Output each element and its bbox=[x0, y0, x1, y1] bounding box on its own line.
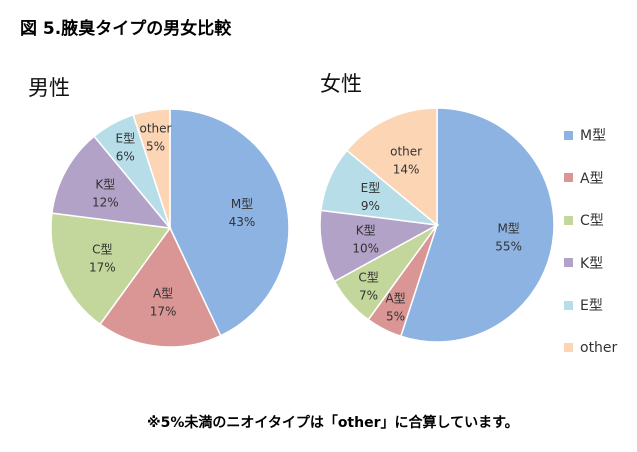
legend-swatch bbox=[564, 300, 573, 310]
data-label-value: 5% bbox=[146, 139, 165, 153]
pie-slice-male-2 bbox=[50, 212, 172, 326]
pie-slice-male-0 bbox=[169, 108, 290, 337]
data-label-category: C型 bbox=[92, 242, 112, 256]
legend-swatch bbox=[564, 343, 573, 353]
male-title: 男性 bbox=[28, 76, 70, 100]
data-label-value: 5% bbox=[386, 309, 405, 323]
legend-label: E型 bbox=[580, 298, 603, 315]
legend-item: M型 bbox=[564, 114, 617, 157]
footnote: ※5%未満のニオイタイプは「other」に合算しています。 bbox=[147, 415, 519, 431]
data-label-value: 17% bbox=[150, 304, 177, 318]
pie-slice-female-0 bbox=[399, 107, 555, 343]
pie-slice-female-3 bbox=[319, 209, 440, 283]
data-label-category: other bbox=[390, 144, 422, 158]
figure-title: 図 5.腋臭タイプの男女比較 bbox=[20, 19, 232, 39]
legend-label: M型 bbox=[580, 128, 607, 145]
legend-swatch bbox=[564, 215, 573, 225]
data-label-category: E型 bbox=[115, 132, 135, 146]
legend-swatch bbox=[564, 130, 573, 140]
legend-item: other bbox=[564, 327, 617, 370]
pie-slice-male-1 bbox=[99, 226, 222, 348]
legend-label: A型 bbox=[580, 170, 604, 187]
pie-slice-male-5 bbox=[132, 108, 171, 229]
data-label-category: other bbox=[139, 121, 171, 135]
data-label-value: 43% bbox=[229, 215, 256, 229]
data-label-value: 6% bbox=[116, 150, 135, 164]
data-label-category: A型 bbox=[385, 291, 405, 305]
legend-item: K型 bbox=[564, 242, 617, 285]
pie-slice-female-5 bbox=[345, 107, 438, 227]
legend-label: C型 bbox=[580, 213, 604, 230]
data-label-category: M型 bbox=[231, 197, 253, 211]
pie-slice-male-3 bbox=[51, 135, 172, 229]
data-label-value: 55% bbox=[495, 239, 522, 253]
legend-swatch bbox=[564, 173, 573, 183]
data-label-value: 7% bbox=[359, 288, 378, 302]
data-label-category: C型 bbox=[358, 270, 378, 284]
data-label-value: 9% bbox=[361, 199, 380, 213]
legend-item: C型 bbox=[564, 199, 617, 242]
data-label-value: 14% bbox=[393, 162, 420, 176]
legend: M型 A型 C型 K型 E型 other bbox=[564, 114, 617, 369]
data-label-category: E型 bbox=[361, 181, 381, 195]
data-label-category: M型 bbox=[497, 221, 519, 235]
data-label-category: K型 bbox=[356, 224, 376, 238]
legend-swatch bbox=[564, 258, 573, 268]
female-title: 女性 bbox=[320, 72, 362, 96]
legend-item: E型 bbox=[564, 284, 617, 327]
legend-label: other bbox=[580, 339, 618, 356]
data-label-value: 10% bbox=[352, 242, 379, 256]
data-label-category: A型 bbox=[153, 286, 173, 300]
data-label-value: 17% bbox=[89, 260, 116, 274]
data-label-category: K型 bbox=[95, 177, 115, 191]
data-label-value: 12% bbox=[92, 195, 119, 209]
legend-item: A型 bbox=[564, 157, 617, 200]
legend-label: K型 bbox=[580, 255, 604, 272]
